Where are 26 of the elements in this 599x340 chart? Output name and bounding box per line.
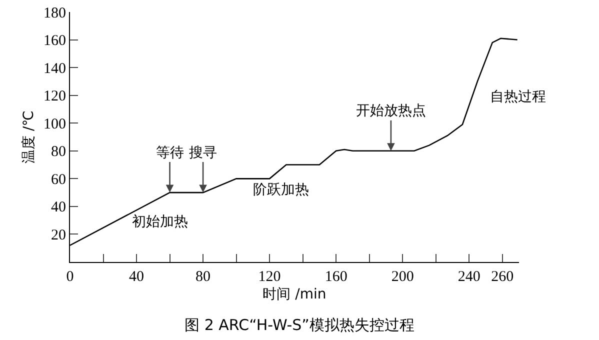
x-tick-label: 240: [458, 269, 480, 285]
y-tick-label: 180: [44, 5, 66, 22]
y-tick-label: 160: [44, 33, 66, 50]
y-tick-label: 60: [51, 172, 66, 188]
y-tick-label: 120: [44, 88, 66, 105]
y-tick-label: 100: [44, 116, 66, 132]
annotation: 初始加热: [132, 214, 188, 230]
annotation: 等待: [156, 145, 184, 161]
annotation: 搜寻: [189, 145, 217, 161]
y-tick-label: 80: [51, 144, 66, 160]
y-tick-label: 140: [44, 60, 66, 77]
text: 图 2 ARC“H-W-S”模拟热失控过程: [184, 316, 414, 334]
y-tick-label: 40: [51, 200, 66, 216]
y-tick-label: 20: [51, 227, 66, 244]
annotation: 自热过程: [490, 89, 546, 105]
y-axis-title: 温度 /℃: [21, 110, 38, 164]
annotation: 开始放热点: [356, 103, 426, 119]
x-tick-label: 80: [196, 269, 211, 285]
annotation: 阶跃加热: [253, 182, 309, 198]
x-tick-label: 160: [324, 269, 348, 285]
x-tick-label: 40: [129, 269, 144, 285]
x-tick-label: 0: [66, 269, 74, 285]
x-axis-title: 时间 /min: [262, 286, 326, 302]
x-tick-label: 260: [491, 269, 514, 285]
x-tick-label: 120: [258, 269, 281, 285]
x-tick-label: 200: [391, 269, 414, 285]
